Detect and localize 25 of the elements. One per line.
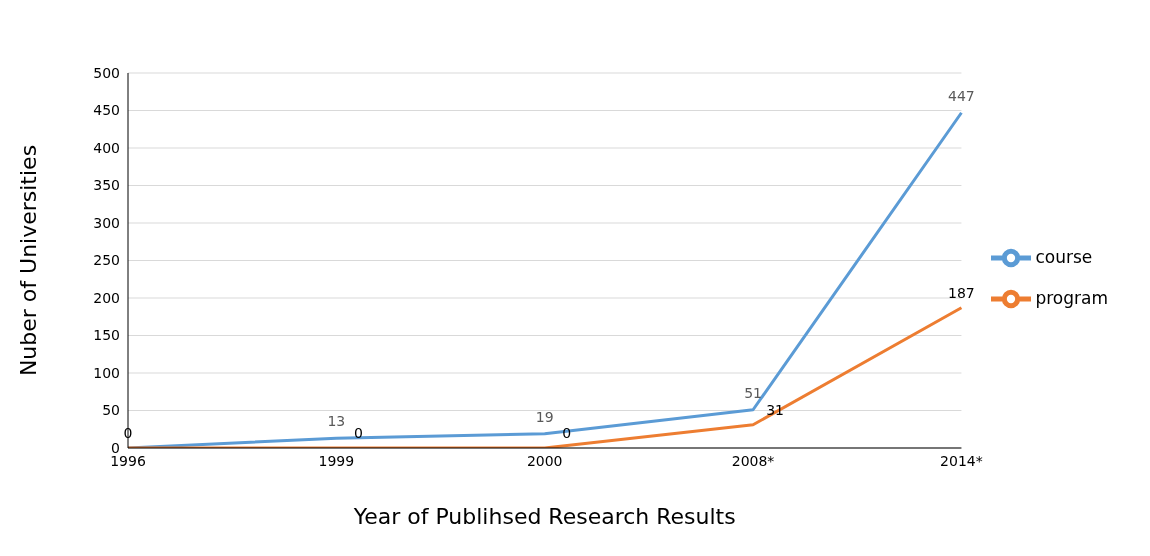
- data-label: 13: [327, 413, 346, 430]
- x-tick-label: 2008*: [731, 452, 775, 469]
- y-tick-label: 50: [102, 402, 120, 419]
- y-tick-label: 350: [93, 177, 120, 194]
- y-tick-label: 200: [93, 289, 120, 306]
- x-tick-label: 2000: [526, 452, 563, 469]
- y-tick-label: 300: [93, 214, 120, 231]
- data-label: 51: [744, 384, 762, 401]
- y-tick-label: 100: [93, 364, 120, 381]
- data-label: 0: [123, 425, 133, 441]
- x-tick-label: 1999: [318, 452, 355, 469]
- legend-label: course: [1035, 247, 1093, 267]
- x-tick-label: 2014*: [940, 452, 983, 469]
- y-tick-label: 500: [93, 64, 120, 81]
- y-tick-label: 250: [93, 252, 120, 269]
- y-axis-title: Nuber of Universities: [15, 144, 41, 377]
- data-label: 19: [535, 408, 554, 425]
- data-label: 187: [948, 284, 975, 301]
- data-label: 0: [353, 425, 363, 441]
- y-tick-label: 400: [93, 139, 120, 156]
- y-tick-label: 450: [93, 102, 120, 119]
- y-tick-label: 150: [93, 327, 120, 344]
- legend-label: program: [1035, 288, 1108, 308]
- x-axis-title: Year of Publihsed Research Results: [352, 504, 736, 529]
- data-label: 447: [948, 87, 975, 104]
